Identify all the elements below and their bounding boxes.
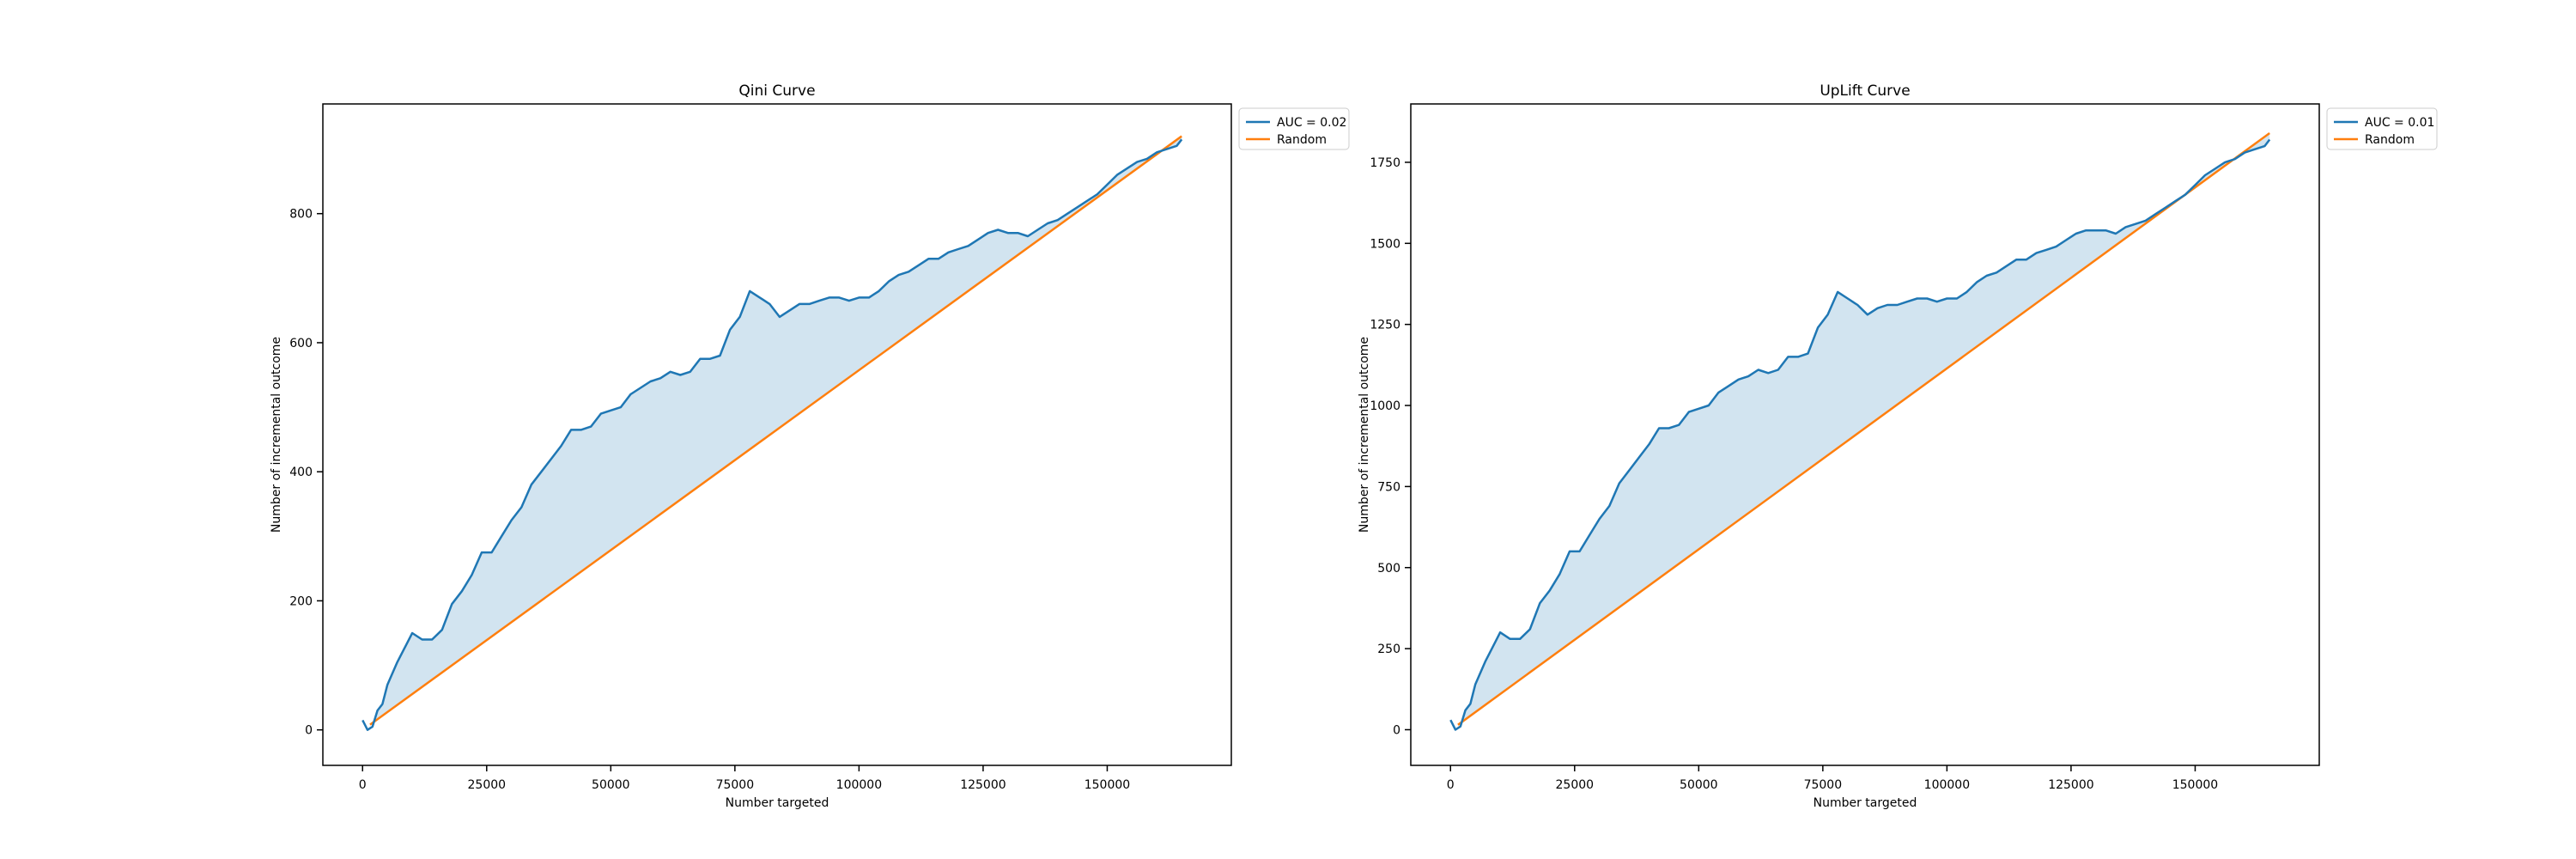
chart-title: UpLift Curve <box>1820 82 1910 100</box>
series-line-random <box>1457 131 2270 726</box>
plot-frame <box>1410 103 2320 766</box>
x-tick-label: 25000 <box>468 778 507 792</box>
y-tick-label: 0 <box>1393 723 1400 737</box>
legend: AUC = 0.01 Random <box>2326 107 2438 150</box>
y-tick-label: 1000 <box>1370 399 1400 413</box>
legend-label: Random <box>1277 133 1327 147</box>
x-tick-label: 0 <box>1447 778 1455 792</box>
y-tick-label: 0 <box>305 724 313 738</box>
y-tick-label: 250 <box>1377 643 1400 656</box>
y-tick-label: 1250 <box>1370 319 1400 332</box>
y-tick-label: 1750 <box>1370 156 1400 170</box>
legend: AUC = 0.02 Random <box>1238 107 1350 150</box>
x-tick-label: 25000 <box>1556 778 1595 792</box>
y-tick-label: 500 <box>1377 562 1400 576</box>
chart-title: Qini Curve <box>738 82 815 100</box>
x-tick-label: 125000 <box>2048 778 2093 792</box>
x-tick-label: 150000 <box>1084 778 1130 792</box>
series-line-auc <box>361 138 1183 731</box>
legend-label: AUC = 0.02 <box>1277 116 1346 130</box>
x-tick-label: 75000 <box>1804 778 1843 792</box>
plot-area <box>323 104 1231 765</box>
plot-area <box>1411 104 2319 765</box>
y-tick-label: 400 <box>289 466 313 479</box>
x-tick-label: 150000 <box>2172 778 2218 792</box>
y-tick-label: 600 <box>289 337 313 350</box>
y-tick-label: 750 <box>1377 480 1400 494</box>
y-tick-label: 800 <box>289 208 313 222</box>
plot-frame <box>322 103 1232 766</box>
legend-label: Random <box>2365 133 2415 147</box>
chart-panel: 0 25000 50000 75000 100000 125000 150000 0 200 40… <box>270 82 1350 810</box>
series-line-random <box>369 135 1182 726</box>
y-tick-label: 200 <box>289 594 313 608</box>
x-tick-label: 50000 <box>592 778 630 792</box>
y-axis-label: Number of incremental outcome <box>1358 337 1371 533</box>
x-axis-label: Number targeted <box>726 796 829 810</box>
x-tick-label: 0 <box>359 778 367 792</box>
x-tick-label: 100000 <box>836 778 882 792</box>
x-tick-label: 125000 <box>960 778 1005 792</box>
y-tick-label: 1500 <box>1370 237 1400 251</box>
series-line-auc <box>1449 138 2271 731</box>
x-axis-label: Number targeted <box>1814 796 1917 810</box>
x-tick-label: 75000 <box>716 778 755 792</box>
x-tick-label: 50000 <box>1680 778 1718 792</box>
chart-panel: 0 25000 50000 75000 100000 125000 150000 0 250 50… <box>1358 82 2438 810</box>
y-axis-label: Number of incremental outcome <box>270 337 283 533</box>
x-tick-label: 100000 <box>1924 778 1970 792</box>
legend-label: AUC = 0.01 <box>2365 116 2434 130</box>
